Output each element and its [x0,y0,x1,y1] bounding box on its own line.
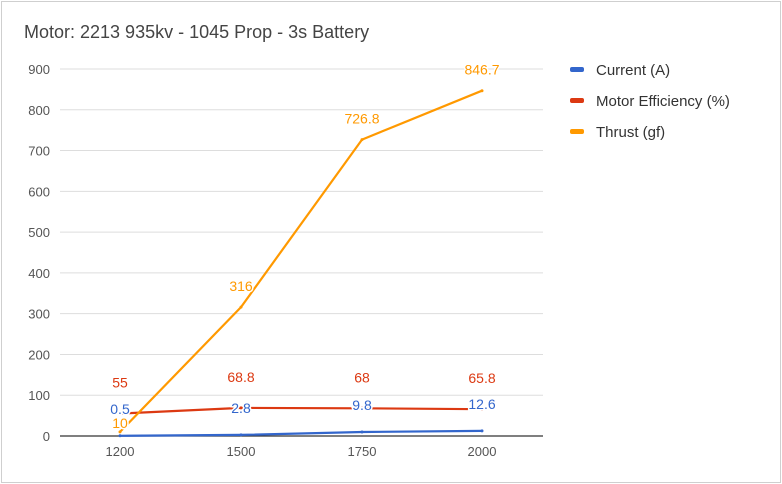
y-tick-label: 200 [28,347,50,362]
data-point [239,433,243,437]
x-tick-label: 2000 [468,444,497,459]
y-tick-label: 100 [28,388,50,403]
data-point [118,412,122,416]
data-label: 0.5 [110,401,130,417]
data-point [118,430,122,434]
data-label: 726.8 [344,111,379,127]
data-point [480,89,484,93]
data-label: 10 [112,415,128,431]
data-label: 55 [112,375,128,391]
y-tick-label: 300 [28,307,50,322]
data-point [239,305,243,309]
data-label: 2.8 [231,400,251,416]
data-point [360,430,364,434]
y-tick-label: 500 [28,225,50,240]
legend-swatch [570,67,584,72]
y-tick-label: 900 [28,62,50,77]
legend-swatch [570,129,584,134]
data-label: 316 [229,278,253,294]
data-point [118,434,122,438]
legend-label: Thrust (gf) [596,124,665,141]
y-tick-label: 0 [43,429,50,444]
x-tick-label: 1200 [106,444,135,459]
x-tick-label: 1750 [348,444,377,459]
y-tick-label: 400 [28,266,50,281]
series-line-1 [119,429,483,437]
series-line-3 [119,89,483,433]
x-tick-label: 1500 [227,444,256,459]
data-point [239,406,243,410]
data-label: 68.8 [227,369,254,385]
y-tick-label: 600 [28,184,50,199]
legend-swatch [570,98,584,103]
y-tick-label: 800 [28,103,50,118]
y-tick-label: 700 [28,144,50,159]
data-point [480,407,484,411]
data-point [360,138,364,142]
series-line-2 [119,406,483,415]
legend-label: Current (A) [596,62,670,79]
data-point [480,429,484,433]
data-label: 12.6 [468,396,495,412]
data-label: 68 [354,369,370,385]
legend-label: Motor Efficiency (%) [596,93,730,110]
data-label: 846.7 [464,62,499,78]
chart-title: Motor: 2213 935kv - 1045 Prop - 3s Batte… [24,22,370,42]
data-point [360,406,364,410]
data-label: 65.8 [468,370,495,386]
data-label: 9.8 [352,397,372,413]
